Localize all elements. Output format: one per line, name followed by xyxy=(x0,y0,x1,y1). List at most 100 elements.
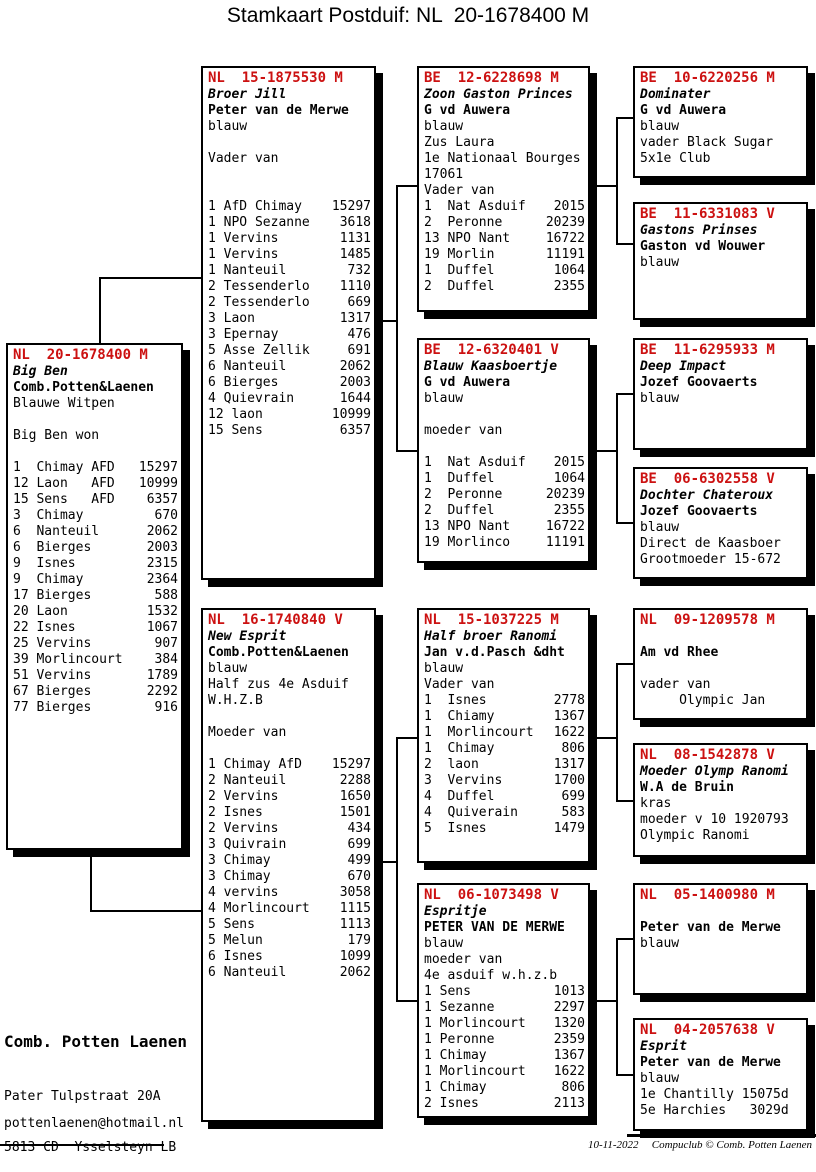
email-underline xyxy=(0,1144,164,1146)
ring-number: BE 11-6331083 V xyxy=(640,206,775,222)
detail-line xyxy=(640,661,803,677)
result-race: 1 Chimay xyxy=(424,1048,487,1063)
result-race: 2 Tessenderlo xyxy=(208,295,310,310)
result-race: 15 Sens xyxy=(208,423,263,438)
result-race: 2 Peronne xyxy=(424,487,503,502)
result-count: 434 xyxy=(347,821,371,836)
result-race: 6 Nanteuil xyxy=(208,965,287,980)
result-race: 22 Isnes xyxy=(13,620,76,635)
result-row: 1 Chimay 806 xyxy=(424,741,585,757)
result-race: 1 Sens xyxy=(424,984,471,999)
result-count: 16722 xyxy=(545,519,585,534)
pedigree-box-sss: BE 10-6220256 M Dominater G vd Auwera blauw… xyxy=(633,66,808,178)
pigeon-owner: G vd Auwera xyxy=(640,103,727,118)
result-race: 1 Nat Asduif xyxy=(424,199,526,214)
pedigree-box-dd: NL 06-1073498 V Espritje PETER VAN DE MERW… xyxy=(417,883,590,1118)
detail-line: Olympic Ranomi xyxy=(640,828,750,843)
pedigree-connector-line xyxy=(616,243,633,245)
detail-line: blauw xyxy=(424,936,464,951)
result-count: 2062 xyxy=(146,524,178,539)
owner-name: Comb. Potten Laenen xyxy=(4,1032,188,1051)
result-count: 1479 xyxy=(553,821,585,836)
result-row: 13 NPO Nant 16722 xyxy=(424,231,585,247)
pedigree-connector-line xyxy=(616,663,618,802)
result-race: 4 Duffel xyxy=(424,789,495,804)
pigeon-owner: Peter van de Merwe xyxy=(640,1055,781,1070)
result-count: 1013 xyxy=(553,984,585,999)
result-count: 1700 xyxy=(553,773,585,788)
pigeon-name: Half broer Ranomi xyxy=(424,629,558,644)
footer-credit: Compuclub © Comb. Potten Laenen xyxy=(651,1139,812,1151)
result-count: 3618 xyxy=(339,215,371,230)
result-row: 6 Nanteuil 2062 xyxy=(208,965,371,981)
pedigree-box-subject: NL 20-1678400 M Big Ben Comb.Potten&Laenen… xyxy=(6,343,183,850)
result-count: 1067 xyxy=(146,620,178,635)
result-row: 4 Quiverain 583 xyxy=(424,805,585,821)
ring-number: NL 15-1875530 M xyxy=(208,70,343,86)
result-row: 1 Nat Asduif 2015 xyxy=(424,455,585,471)
result-race: 17 Bierges xyxy=(13,588,92,603)
result-count: 916 xyxy=(154,700,178,715)
result-count: 15297 xyxy=(331,199,371,214)
pigeon-name: Deep Impact xyxy=(640,359,727,374)
pigeon-name: Zoon Gaston Princes xyxy=(424,87,573,102)
pedigree-connector-line xyxy=(616,393,633,395)
result-count: 476 xyxy=(347,327,371,342)
pedigree-box-ds: NL 15-1037225 M Half broer Ranomi Jan v.d.… xyxy=(417,608,590,863)
pigeon-name: Esprit xyxy=(640,1039,687,1054)
detail-line: Vader van xyxy=(208,151,279,166)
detail-line: Big Ben won xyxy=(13,428,100,443)
result-row: 3 Chimay 499 xyxy=(208,853,371,869)
pedigree-box-ssd: BE 11-6331083 V Gastons Prinses Gaston vd … xyxy=(633,202,808,320)
result-count: 1317 xyxy=(553,757,585,772)
result-row: 2 Peronne 20239 xyxy=(424,487,585,503)
pedigree-connector-line xyxy=(99,277,201,279)
result-race: 2 Nanteuil xyxy=(208,773,287,788)
result-count: 670 xyxy=(347,869,371,884)
result-row: 51 Vervins 1789 xyxy=(13,668,178,684)
pedigree-box-sds: BE 11-6295933 M Deep Impact Jozef Goovaert… xyxy=(633,338,808,450)
result-race: 4 Quievrain xyxy=(208,391,295,406)
result-row: 77 Bierges 916 xyxy=(13,700,178,716)
result-race: 3 Chimay xyxy=(208,853,271,868)
ring-number: BE 12-6228698 M xyxy=(424,70,559,86)
detail-line: blauw xyxy=(424,661,464,676)
pigeon-owner: Peter van de Merwe xyxy=(208,103,349,118)
result-race: 3 Epernay xyxy=(208,327,279,342)
result-count: 2003 xyxy=(146,540,178,555)
result-race: 13 NPO Nant xyxy=(424,231,511,246)
result-count: 699 xyxy=(347,837,371,852)
result-row: 2 Vervins 434 xyxy=(208,821,371,837)
result-race: 3 Chimay xyxy=(13,508,84,523)
page-title: Stamkaart Postduif: NL 20-1678400 M xyxy=(226,4,590,27)
pigeon-owner: W.A de Bruin xyxy=(640,780,734,795)
detail-line xyxy=(208,135,371,151)
result-count: 806 xyxy=(561,741,585,756)
result-row: 3 Laon 1317 xyxy=(208,311,371,327)
result-race: 19 Morlin xyxy=(424,247,495,262)
result-row: 67 Bierges 2292 xyxy=(13,684,178,700)
result-count: 1317 xyxy=(339,311,371,326)
pigeon-name: Gastons Prinses xyxy=(640,223,758,238)
result-row: 2 Vervins 1650 xyxy=(208,789,371,805)
result-count: 1115 xyxy=(339,901,371,916)
pedigree-connector-line xyxy=(90,850,92,912)
detail-line xyxy=(424,439,585,455)
result-count: 2364 xyxy=(146,572,178,587)
result-row: 39 Morlincourt 384 xyxy=(13,652,178,668)
result-row: 2 laon 1317 xyxy=(424,757,585,773)
result-row: 3 Chimay 670 xyxy=(13,508,178,524)
result-row: 9 Isnes 2315 xyxy=(13,556,178,572)
result-count: 3058 xyxy=(339,885,371,900)
result-race: 2 laon xyxy=(424,757,479,772)
footer-date: 10-11-2022 xyxy=(588,1139,639,1151)
result-row: 3 Vervins 1700 xyxy=(424,773,585,789)
result-race: 12 laon xyxy=(208,407,263,422)
result-row: 3 Quivrain 699 xyxy=(208,837,371,853)
pedigree-box-ddd: NL 04-2057638 V Esprit Peter van de Merwe b… xyxy=(633,1018,808,1131)
result-count: 1622 xyxy=(553,1064,585,1079)
result-row: 1 Morlincourt 1622 xyxy=(424,725,585,741)
result-race: 5 Sens xyxy=(208,917,255,932)
result-row: 15 Sens 6357 xyxy=(208,423,371,439)
pedigree-connector-line xyxy=(383,861,397,863)
